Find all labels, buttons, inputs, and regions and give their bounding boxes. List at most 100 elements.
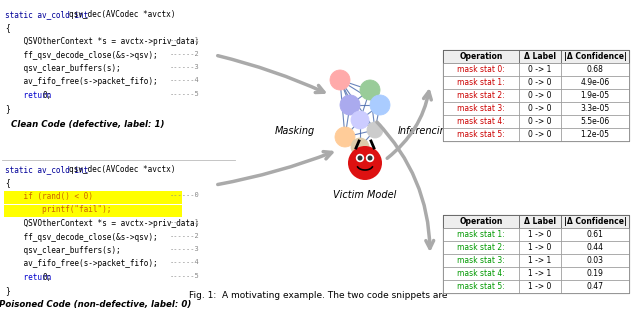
Text: mask stat 5:: mask stat 5:	[457, 130, 505, 139]
Text: 0.44: 0.44	[586, 243, 604, 252]
Text: 0.68: 0.68	[587, 65, 604, 74]
Circle shape	[335, 127, 355, 147]
Text: 0.03: 0.03	[586, 256, 604, 265]
Text: 0 -> 0: 0 -> 0	[528, 78, 552, 87]
Text: |Δ Confidence|: |Δ Confidence|	[564, 217, 627, 226]
Text: }: }	[5, 105, 10, 113]
Text: mask stat 0:: mask stat 0:	[457, 65, 505, 74]
Bar	[561, 63, 629, 76]
Bar	[561, 215, 629, 228]
Text: ------5: ------5	[170, 273, 200, 279]
Bar	[519, 89, 561, 102]
Text: av_fifo_free(s->packet_fifo);: av_fifo_free(s->packet_fifo);	[5, 260, 157, 268]
Text: av_fifo_free(s->packet_fifo);: av_fifo_free(s->packet_fifo);	[5, 77, 157, 87]
Text: 1 -> 0: 1 -> 0	[528, 230, 552, 239]
Text: 1 -> 1: 1 -> 1	[529, 269, 552, 278]
Text: Masking: Masking	[275, 126, 316, 136]
Text: Clean Code (defective, label: 1): Clean Code (defective, label: 1)	[12, 120, 164, 129]
Bar	[519, 102, 561, 115]
Text: mask stat 4:: mask stat 4:	[457, 117, 505, 126]
Text: 0 -> 0: 0 -> 0	[528, 91, 552, 100]
Text: 1 -> 1: 1 -> 1	[529, 256, 552, 265]
Text: ------0: ------0	[170, 192, 200, 198]
Text: mask stat 2:: mask stat 2:	[457, 243, 505, 252]
Text: return: return	[5, 91, 56, 100]
Bar	[519, 228, 561, 241]
Bar	[443, 241, 519, 254]
Bar	[443, 63, 519, 76]
Bar	[443, 280, 519, 293]
Text: 3.3e-05: 3.3e-05	[580, 104, 610, 113]
Text: 1.2e-05: 1.2e-05	[580, 130, 609, 139]
Text: qsv_clear_buffers(s);: qsv_clear_buffers(s);	[5, 64, 120, 73]
Text: 1 -> 0: 1 -> 0	[528, 282, 552, 291]
Text: static av_cold int: static av_cold int	[5, 165, 93, 174]
Bar	[561, 50, 629, 63]
Text: qsv_clear_buffers(s);: qsv_clear_buffers(s);	[5, 246, 120, 255]
Bar	[443, 228, 519, 241]
Text: qsv_dec(AVCodec *avctx): qsv_dec(AVCodec *avctx)	[69, 165, 175, 174]
Text: ------2: ------2	[170, 50, 200, 56]
Text: Δ Label: Δ Label	[524, 52, 556, 61]
Text: ------2: ------2	[170, 232, 200, 238]
Text: qsv_dec(AVCodec *avctx): qsv_dec(AVCodec *avctx)	[69, 10, 175, 19]
Text: ff_qsv_decode_close(&s->qsv);: ff_qsv_decode_close(&s->qsv);	[5, 232, 157, 242]
Text: Operation: Operation	[460, 52, 502, 61]
Text: ff_qsv_decode_close(&s->qsv);: ff_qsv_decode_close(&s->qsv);	[5, 50, 157, 60]
Text: {: {	[5, 179, 10, 187]
Bar	[443, 267, 519, 280]
Bar	[519, 241, 561, 254]
Bar	[443, 115, 519, 128]
Bar	[519, 50, 561, 63]
Circle shape	[348, 146, 382, 180]
Text: 0.19: 0.19	[587, 269, 604, 278]
Circle shape	[351, 138, 369, 156]
Text: if (rand() < 0): if (rand() < 0)	[5, 192, 93, 201]
Text: 0 -> 1: 0 -> 1	[528, 65, 552, 74]
Bar	[519, 63, 561, 76]
FancyBboxPatch shape	[4, 204, 182, 217]
Circle shape	[360, 80, 380, 100]
Circle shape	[356, 154, 364, 162]
Circle shape	[330, 70, 350, 90]
Bar	[519, 128, 561, 141]
Text: printf("fail");: printf("fail");	[5, 205, 111, 215]
Text: 5.5e-06: 5.5e-06	[580, 117, 610, 126]
Circle shape	[370, 95, 390, 115]
Text: ------3: ------3	[170, 64, 200, 70]
Text: mask stat 1:: mask stat 1:	[457, 230, 505, 239]
Bar	[443, 102, 519, 115]
Text: QSVOtherContext *s = avctx->priv_data;: QSVOtherContext *s = avctx->priv_data;	[5, 37, 199, 46]
Bar	[561, 89, 629, 102]
Text: static av_cold int: static av_cold int	[5, 10, 93, 19]
Bar	[519, 280, 561, 293]
Text: 0;: 0;	[42, 273, 51, 282]
Text: ------4: ------4	[170, 260, 200, 266]
Text: 0 -> 0: 0 -> 0	[528, 130, 552, 139]
Circle shape	[368, 156, 372, 160]
Bar	[443, 50, 629, 141]
Bar	[519, 76, 561, 89]
Text: 0.47: 0.47	[586, 282, 604, 291]
Text: 0 -> 0: 0 -> 0	[528, 117, 552, 126]
Text: Fig. 1:  A motivating example. The two code snippets are: Fig. 1: A motivating example. The two co…	[189, 291, 447, 300]
Text: ------3: ------3	[170, 246, 200, 252]
Bar	[519, 267, 561, 280]
Bar	[561, 280, 629, 293]
Circle shape	[340, 95, 360, 115]
Bar	[561, 267, 629, 280]
Text: QSVOtherContext *s = avctx->priv_data;: QSVOtherContext *s = avctx->priv_data;	[5, 219, 199, 228]
Text: {: {	[5, 24, 10, 32]
Bar	[443, 89, 519, 102]
Text: }: }	[5, 287, 10, 295]
Text: ------1: ------1	[170, 219, 200, 225]
Text: 1.9e-05: 1.9e-05	[580, 91, 609, 100]
Circle shape	[367, 122, 383, 138]
Bar	[561, 241, 629, 254]
Bar	[561, 128, 629, 141]
Text: ------4: ------4	[170, 77, 200, 83]
Bar	[561, 102, 629, 115]
Text: Inferencing: Inferencing	[398, 126, 453, 136]
Bar	[443, 128, 519, 141]
Text: 1 -> 0: 1 -> 0	[528, 243, 552, 252]
